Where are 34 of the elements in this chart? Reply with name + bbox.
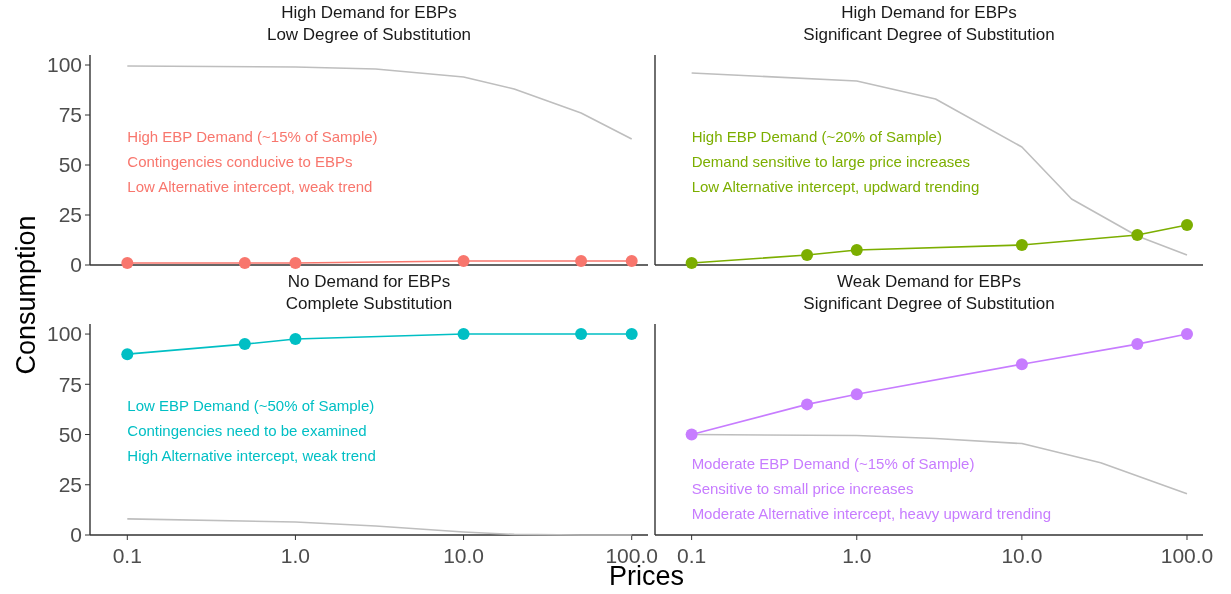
annotation: Sensitive to small price increases xyxy=(691,480,914,497)
y-tick-label: 50 xyxy=(58,153,82,177)
x-tick-label: 100.0 xyxy=(1160,544,1214,567)
x-tick-label: 10.0 xyxy=(1001,544,1043,567)
annotation: Low Alternative intercept, updward trending xyxy=(691,178,980,195)
y-tick-label: 50 xyxy=(58,422,82,446)
annotation: Low EBP Demand (~50% of Sample) xyxy=(127,397,375,414)
x-tick-label: 0.1 xyxy=(112,544,142,567)
y-axis-title: Consumption xyxy=(11,215,41,375)
y-tick-label: 0 xyxy=(70,253,82,277)
annotation: Moderate Alternative intercept, heavy upward trending xyxy=(691,505,1052,522)
annotation: Contingencies conducive to EBPs xyxy=(127,153,353,170)
annotation: High EBP Demand (~20% of Sample) xyxy=(691,128,942,145)
chart-title: High Demand for EBPs Low Degree of Substitution xyxy=(266,3,472,44)
annotation: Contingencies need to be examined xyxy=(127,422,367,439)
x-tick-label: 10.0 xyxy=(443,544,485,567)
annotation: Moderate EBP Demand (~15% of Sample) xyxy=(691,455,975,472)
chart-title: High Demand for EBPs Significant Degree of Substitution xyxy=(803,3,1055,44)
y-tick-label: 75 xyxy=(58,372,82,396)
x-tick-label: 1.0 xyxy=(842,544,872,567)
y-tick-label: 25 xyxy=(58,473,82,497)
chart-title: Weak Demand for EBPs Significant Degree of Substitution xyxy=(803,272,1055,313)
annotation: High Alternative intercept, weak trend xyxy=(127,447,376,464)
chart-title: No Demand for EBPs Complete Substitution xyxy=(285,272,453,313)
y-tick-label: 25 xyxy=(58,203,82,227)
y-tick-label: 100 xyxy=(46,322,82,346)
annotation: High EBP Demand (~15% of Sample) xyxy=(127,128,378,145)
y-tick-label: 0 xyxy=(70,523,82,547)
annotation: Demand sensitive to large price increases xyxy=(691,153,971,170)
x-tick-label: 1.0 xyxy=(280,544,311,567)
y-tick-label: 75 xyxy=(58,103,82,127)
x-tick-label: 0.1 xyxy=(677,544,707,567)
annotation: Low Alternative intercept, weak trend xyxy=(127,178,373,195)
y-tick-label: 100 xyxy=(46,53,82,77)
